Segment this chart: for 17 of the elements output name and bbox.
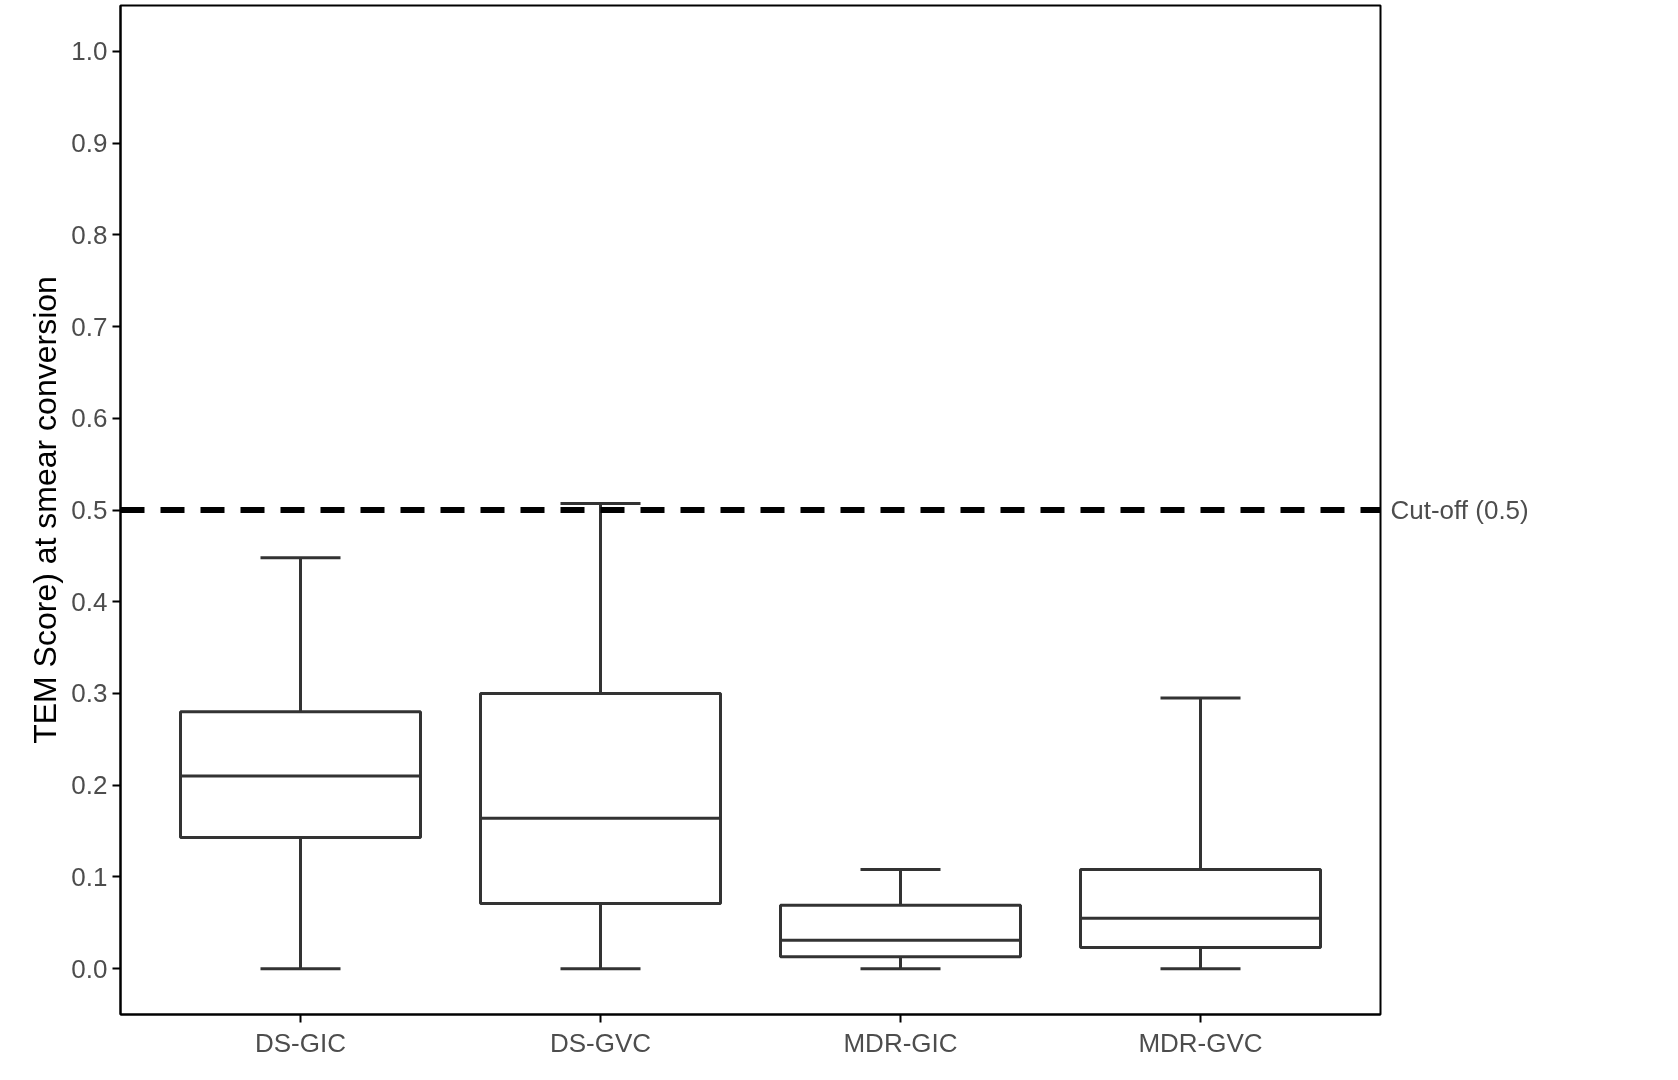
ref-line-label: Cut-off (0.5) <box>1390 495 1529 525</box>
x-tick-label: DS-GVC <box>549 1027 652 1058</box>
y-tick-label: 0.0 <box>71 953 108 984</box>
y-tick-label: 0.9 <box>71 128 108 159</box>
y-tick-label: 0.6 <box>71 403 108 434</box>
y-axis-title: TEM Score) at smear conversion <box>27 276 64 744</box>
y-tick-label: 0.3 <box>71 678 108 709</box>
y-tick-label: 0.1 <box>71 861 108 892</box>
x-tick-label: MDR-GIC <box>843 1027 958 1058</box>
x-tick-label: MDR-GVC <box>1138 1027 1263 1058</box>
y-tick-label: 0.7 <box>71 311 108 342</box>
y-tick-label: 0.8 <box>71 219 108 250</box>
y-tick-label: 0.4 <box>71 586 108 617</box>
y-tick-label: 0.2 <box>71 770 108 801</box>
y-tick-label: 1.0 <box>71 36 108 67</box>
y-tick-label: 0.5 <box>71 495 108 525</box>
x-tick-label: DS-GIC <box>255 1027 346 1058</box>
